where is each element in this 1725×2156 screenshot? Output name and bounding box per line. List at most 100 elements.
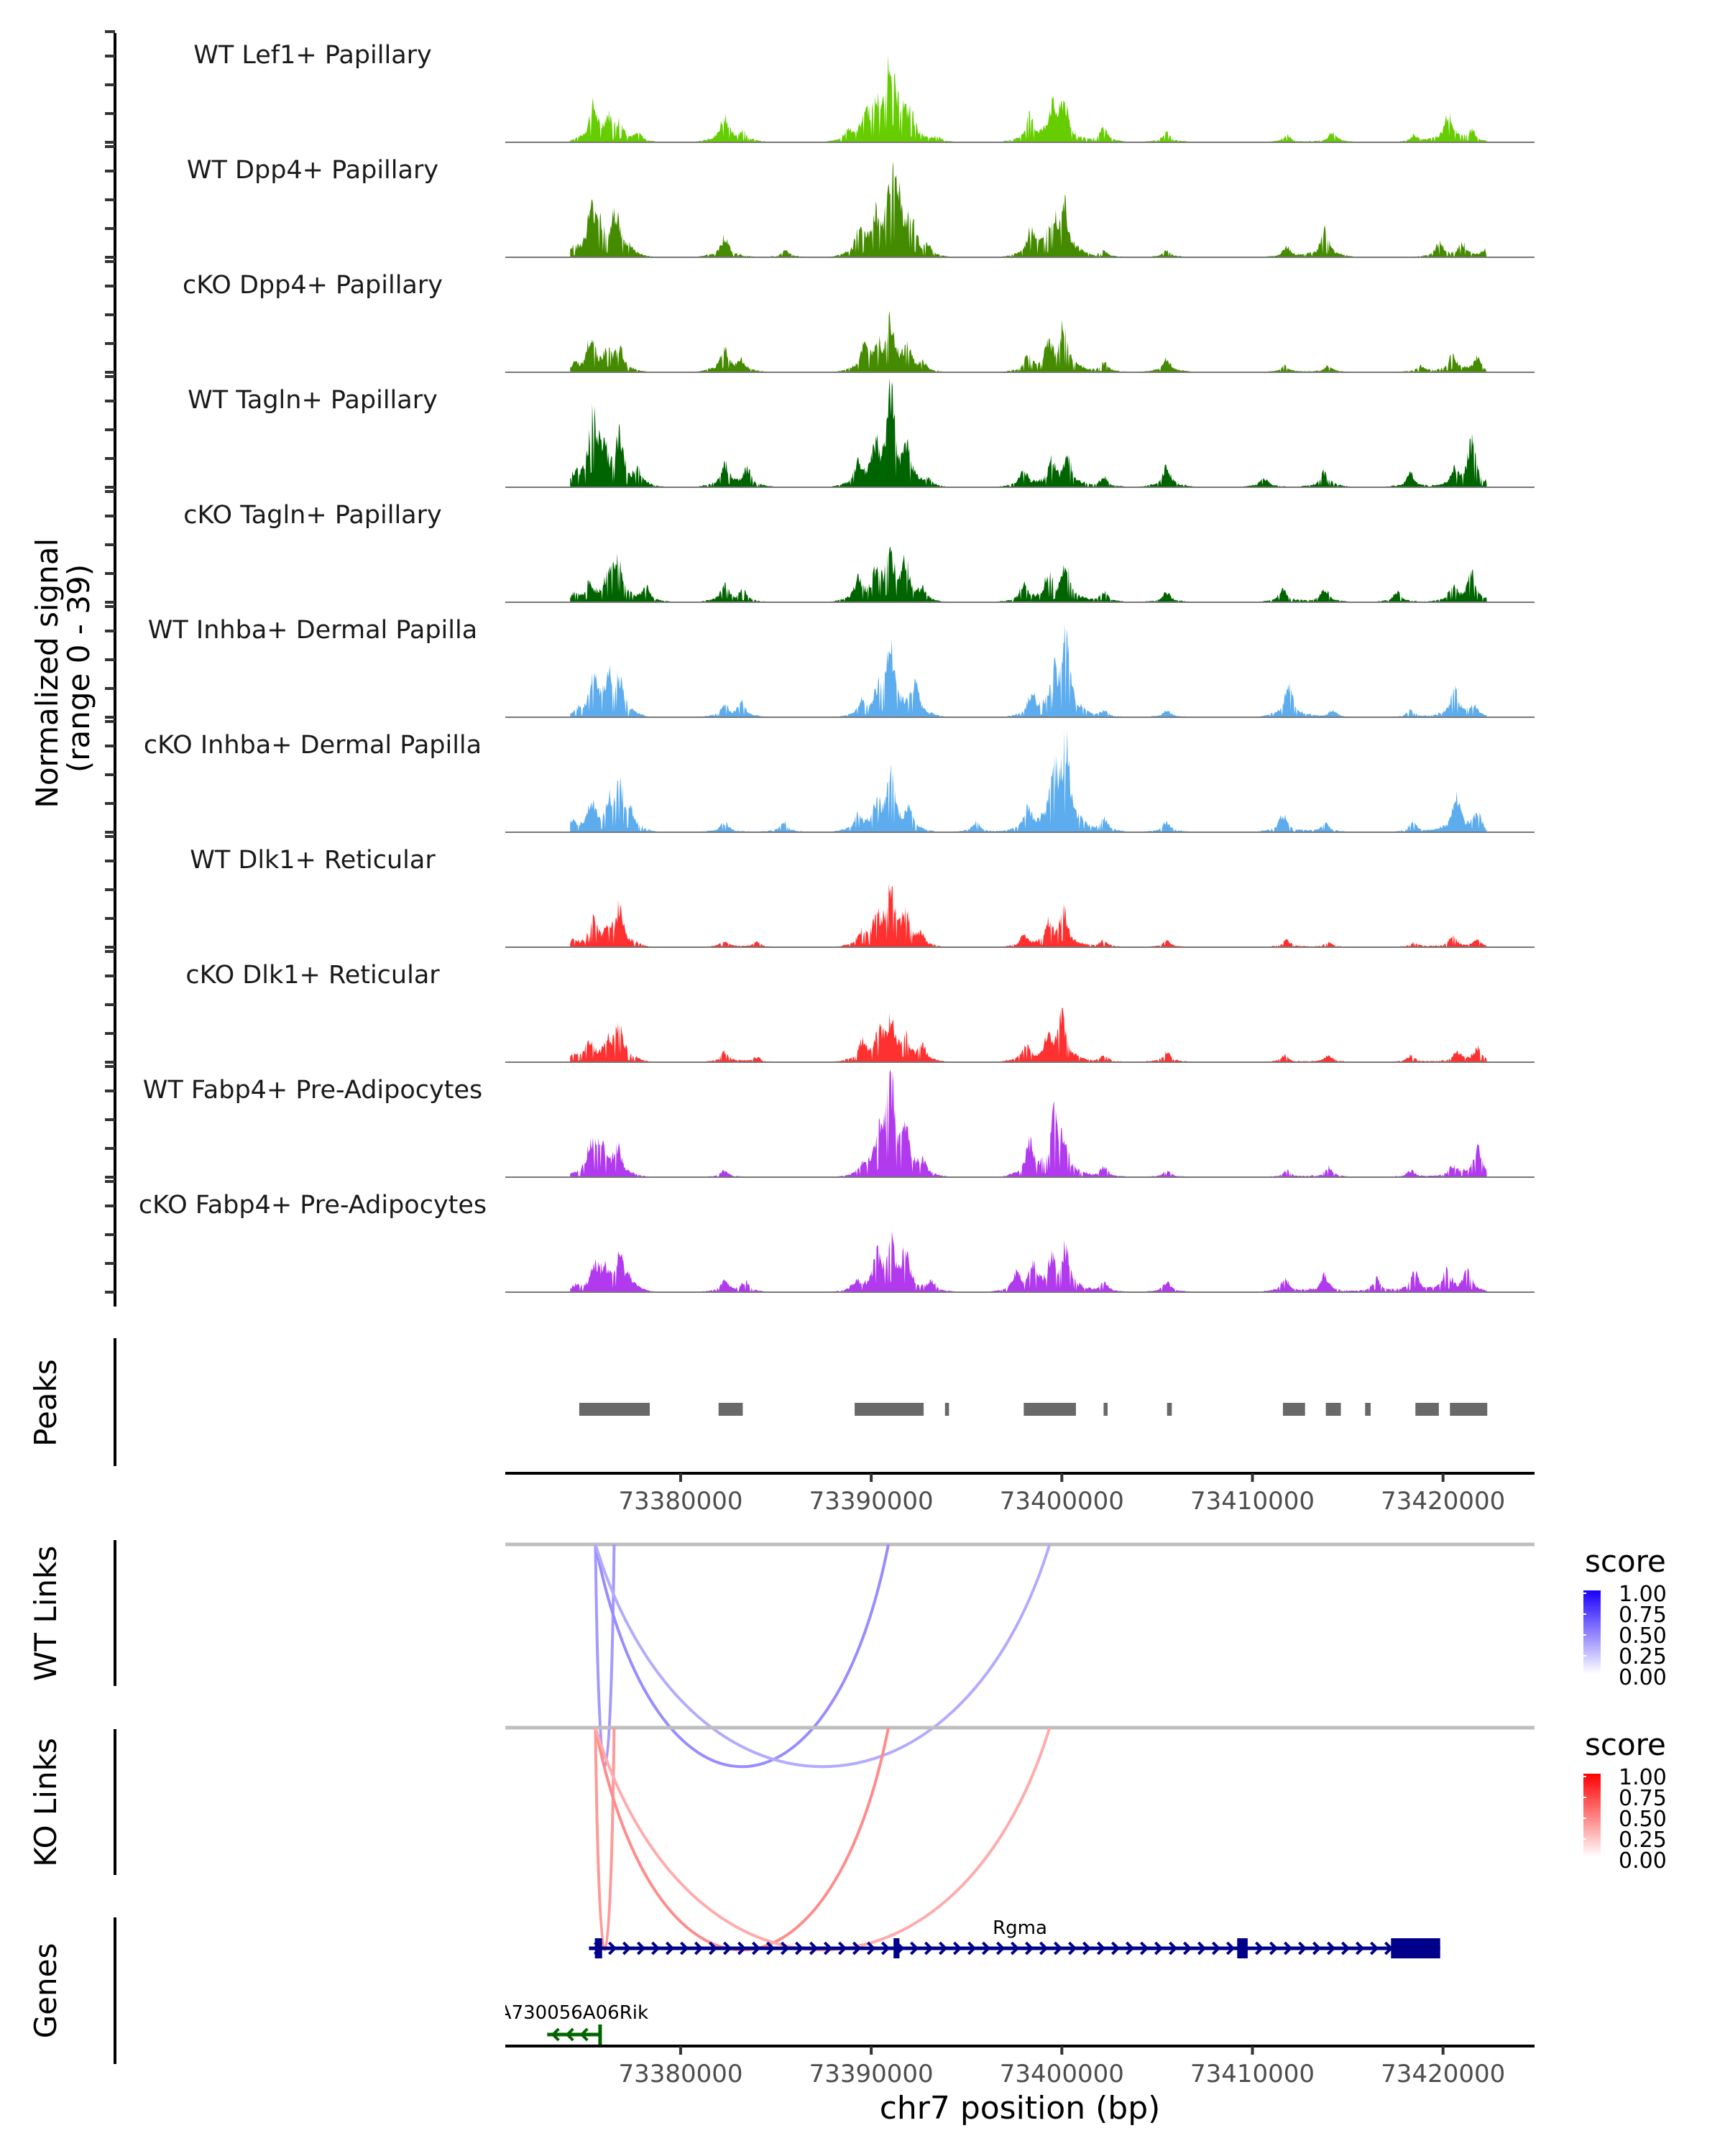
peak-region (944, 1403, 949, 1416)
legend-tick-label: 0.00 (1619, 1848, 1667, 1874)
strand-arrow (1082, 1941, 1092, 1955)
peak-region (855, 1403, 924, 1416)
coverage-track: cKO Dlk1+ Reticular (185, 961, 1535, 1063)
coverage-area (570, 883, 1487, 947)
y-axis-title: Normalized signal (range 0 - 39) (29, 528, 96, 808)
x-tick-label: 73410000 (1190, 2060, 1315, 2088)
coverage-area (570, 730, 1487, 832)
track-label: cKO Tagln+ Papillary (183, 501, 442, 530)
strand-arrow (1298, 1941, 1307, 1955)
coverage-area (570, 1230, 1487, 1292)
strand-arrow (824, 1941, 833, 1955)
coverage-track: cKO Inhba+ Dermal Papilla (144, 730, 1535, 833)
x-tick-label: 73400000 (1000, 2060, 1124, 2088)
legend-title: score (1585, 1727, 1666, 1762)
strand-arrow (680, 1941, 689, 1955)
gene-exon (594, 1938, 602, 1958)
coverage-area (570, 54, 1487, 142)
strand-arrow (996, 1941, 1006, 1955)
gene-exon (1237, 1938, 1248, 1958)
strand-arrow (694, 1941, 704, 1955)
peak-region (718, 1403, 743, 1416)
strand-arrow (809, 1941, 819, 1955)
strand-arrow (1341, 1941, 1351, 1955)
legend-colorbar (1583, 1774, 1601, 1857)
peaks-track-label: Peaks (28, 1359, 63, 1447)
strand-arrow (1126, 1941, 1135, 1955)
bottom-x-axis: 73380000 73390000 73400000 73410000 73420000 (618, 2046, 1505, 2088)
strand-arrow (1284, 1941, 1293, 1955)
track-label: WT Dpp4+ Papillary (187, 156, 438, 185)
gene-label: A730056A06Rik (499, 2002, 648, 2024)
peaks-track (579, 1403, 1488, 1416)
strand-arrow (1356, 1941, 1365, 1955)
gene: A730056A06Rik (499, 2002, 648, 2045)
strand-arrow (737, 1941, 747, 1955)
strand-arrow (1068, 1941, 1077, 1955)
peak-region (1325, 1403, 1341, 1416)
ko-links-track-label: KO Links (28, 1738, 63, 1867)
strand-arrow (1169, 1941, 1178, 1955)
coverage-area (570, 1008, 1487, 1062)
strand-arrow (1025, 1941, 1034, 1955)
gene-exon (893, 1938, 900, 1958)
legend-tick-label: 0.25 (1619, 1644, 1667, 1669)
strand-arrow (1054, 1941, 1063, 1955)
strand-arrow (953, 1941, 962, 1955)
coverage-track: WT Tagln+ Papillary (188, 378, 1535, 488)
x-tick-label: 73420000 (1381, 2060, 1505, 2088)
track-label: WT Tagln+ Papillary (188, 386, 438, 415)
strand-arrow (766, 1941, 776, 1955)
gene-exon (1391, 1938, 1440, 1958)
x-tick-label: 73410000 (1190, 1487, 1315, 1516)
strand-arrow (579, 2027, 589, 2042)
strand-arrow (723, 1941, 732, 1955)
coverage-track: WT Inhba+ Dermal Papilla (148, 616, 1535, 718)
strand-arrow (622, 1941, 632, 1955)
peak-region (1365, 1403, 1371, 1416)
coverage-track: WT Dpp4+ Papillary (187, 156, 1535, 258)
legend-tick-label: 0.25 (1619, 1828, 1667, 1853)
strand-arrow (1111, 1941, 1121, 1955)
strand-arrow (1212, 1941, 1221, 1955)
legend-tick-label: 0.75 (1619, 1786, 1667, 1811)
strand-arrow (651, 1941, 661, 1955)
strand-arrow (1255, 1941, 1264, 1955)
peak-region (1415, 1403, 1439, 1416)
legend-tick-label: 0.00 (1619, 1665, 1667, 1690)
x-axis-title: chr7 position (bp) (880, 2090, 1161, 2127)
x-tick-label: 73390000 (809, 1487, 934, 1516)
peak-region (1103, 1403, 1108, 1416)
strand-arrow (781, 1941, 790, 1955)
coverage-area (570, 546, 1487, 602)
strand-arrow (967, 1941, 977, 1955)
track-label: cKO Inhba+ Dermal Papilla (144, 731, 482, 760)
y-axis-title-line2: (range 0 - 39) (61, 564, 96, 773)
strand-arrow (881, 1941, 891, 1955)
track-label: cKO Dpp4+ Papillary (183, 271, 443, 300)
strand-arrow (637, 1941, 646, 1955)
gene: Rgma (589, 1917, 1440, 1958)
coverage-track: cKO Fabp4+ Pre-Adipocytes (139, 1191, 1535, 1293)
strand-arrow (1154, 1941, 1164, 1955)
ko-links-track (505, 1726, 1535, 1952)
peak-region (1024, 1403, 1076, 1416)
legend-title: score (1585, 1544, 1666, 1579)
track-label: cKO Dlk1+ Reticular (185, 961, 440, 990)
x-tick-label: 73400000 (1000, 1487, 1124, 1516)
legend-tick-label: 1.00 (1619, 1765, 1667, 1790)
peak-region (1450, 1403, 1488, 1416)
strand-arrow (1183, 1941, 1192, 1955)
coverage-track: WT Dlk1+ Reticular (190, 846, 1535, 948)
y-axis-title-line1: Normalized signal (29, 538, 65, 808)
strand-arrow (1327, 1941, 1336, 1955)
strand-arrow (608, 1941, 617, 1955)
track-label: WT Fabp4+ Pre-Adipocytes (143, 1076, 482, 1105)
strand-arrow (1011, 1941, 1020, 1955)
link-arc (594, 1727, 1052, 1952)
strand-arrow (1039, 1941, 1049, 1955)
strand-arrow (1097, 1941, 1106, 1955)
link-arc (594, 1544, 890, 1768)
peak-region (1167, 1403, 1172, 1416)
